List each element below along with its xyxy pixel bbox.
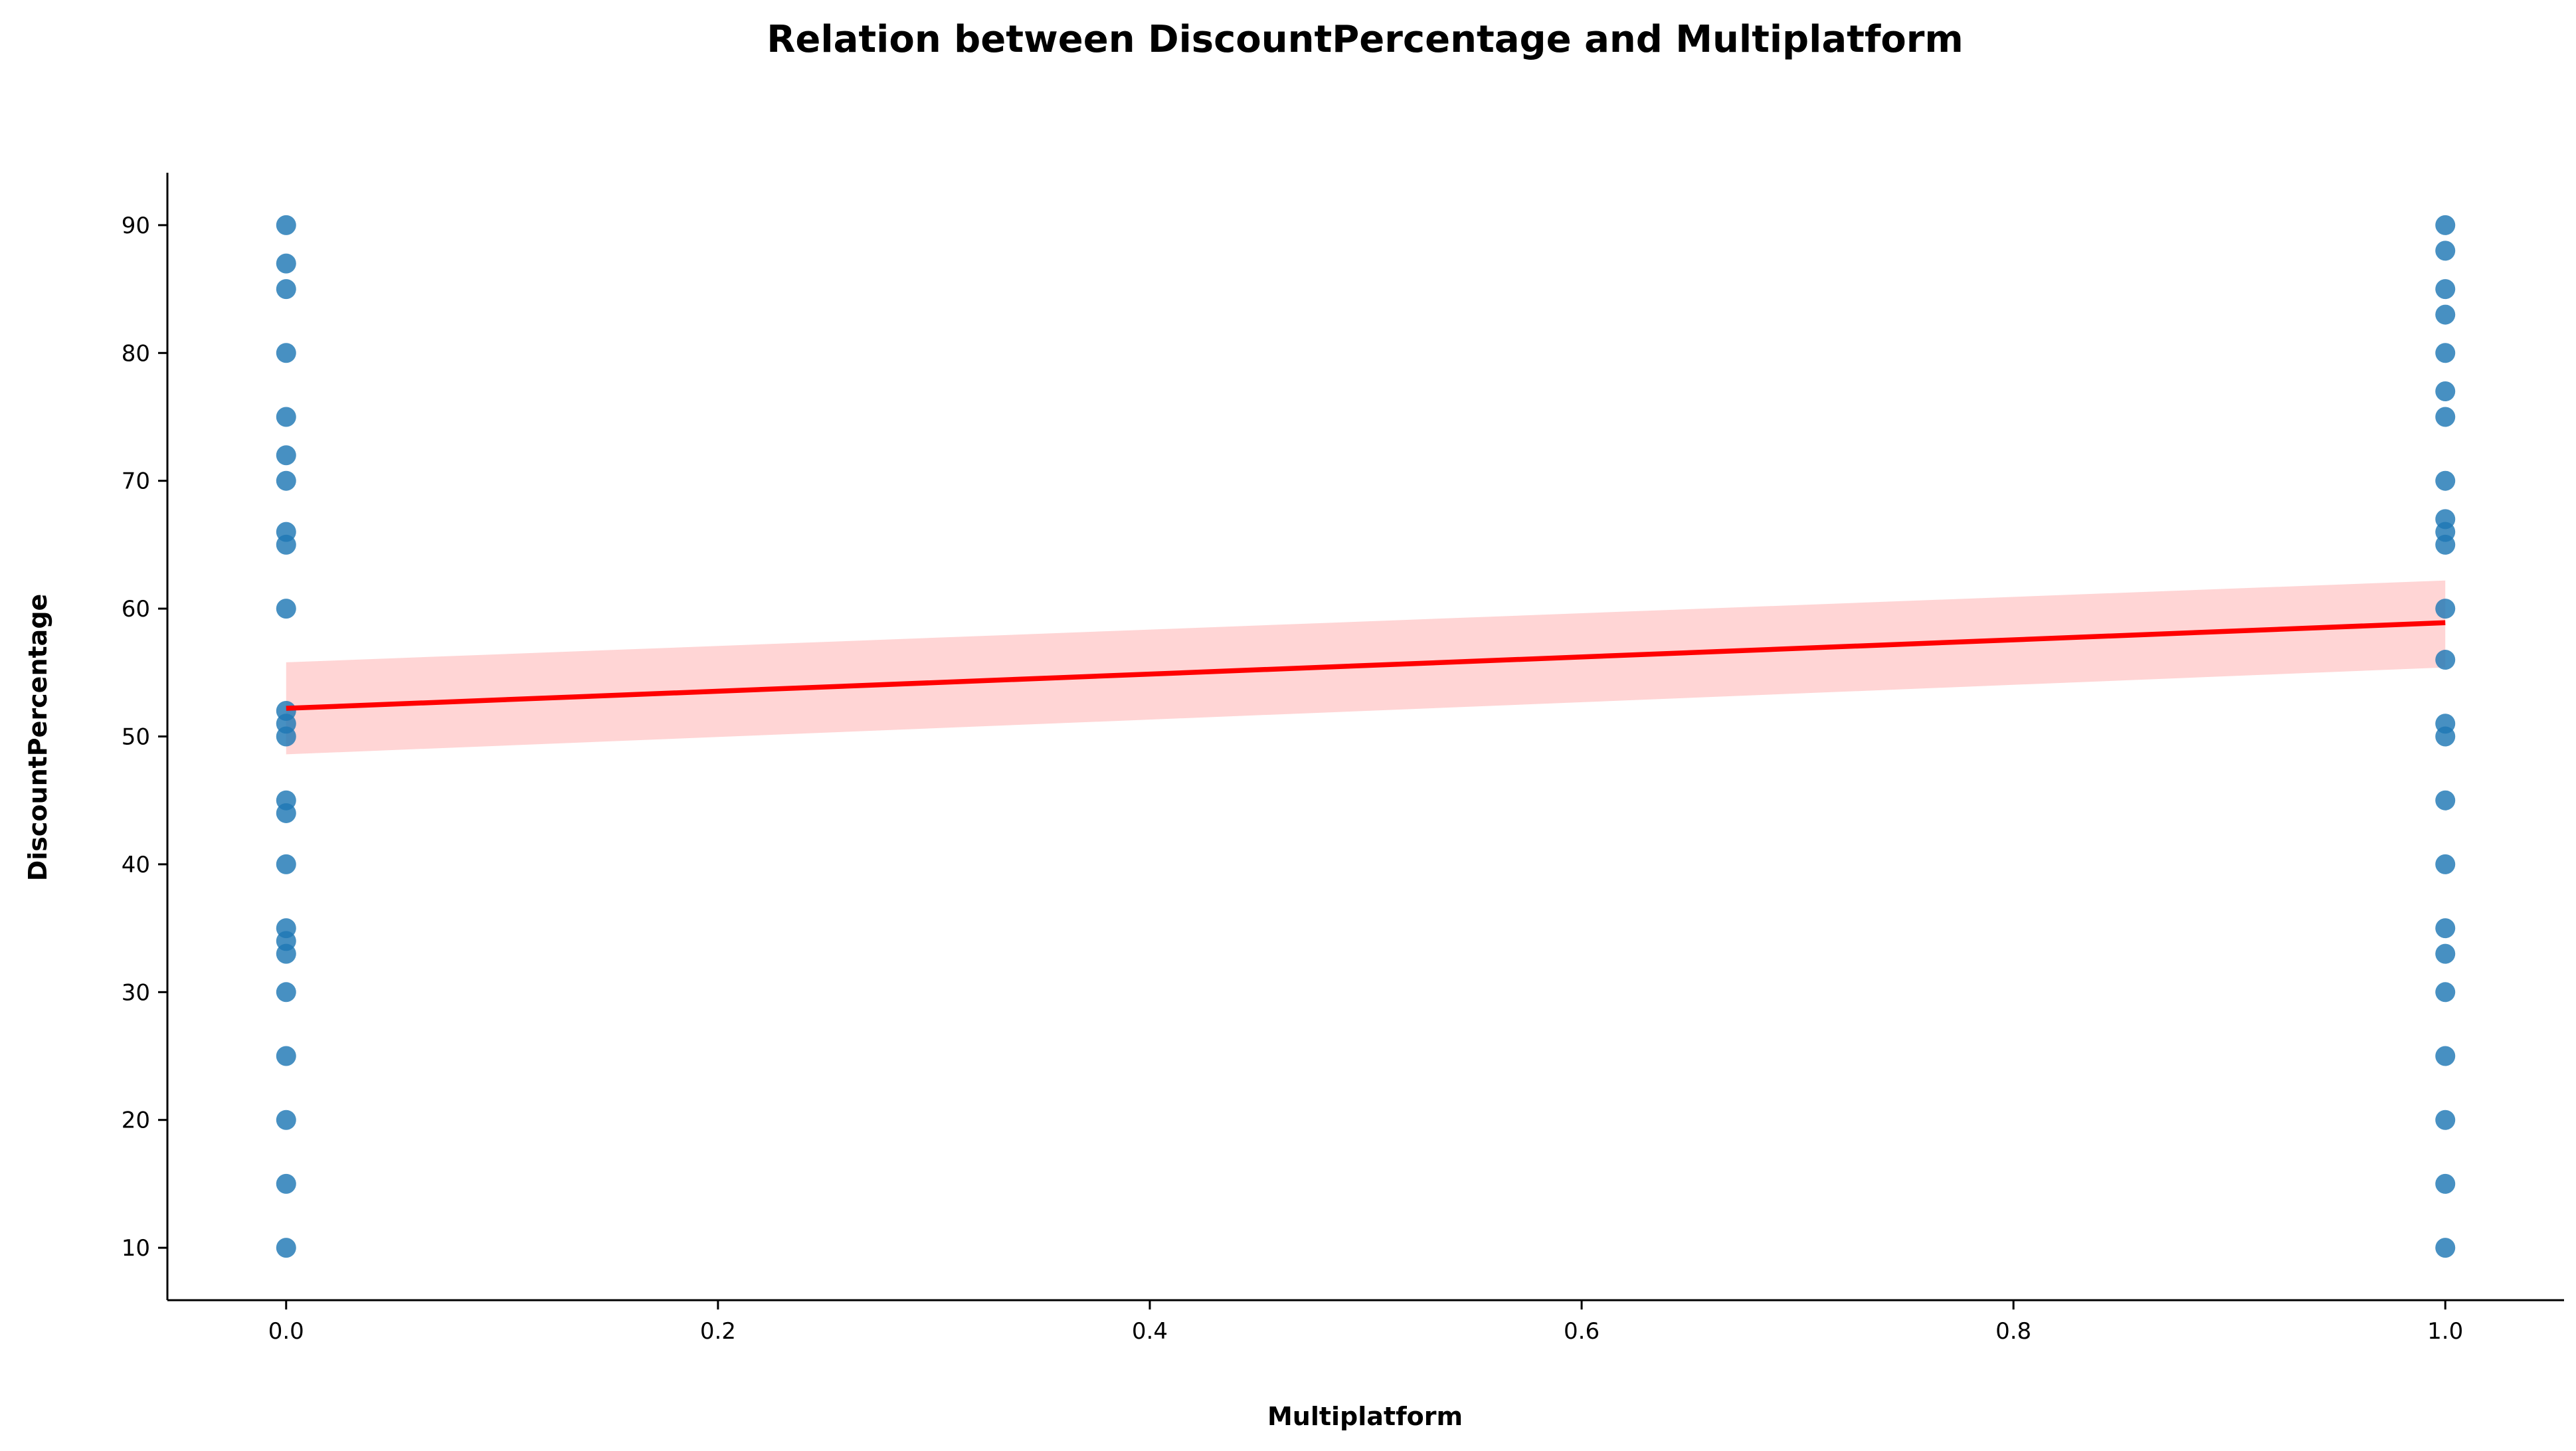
x-tick-label: 0.4 [1132, 1318, 1168, 1345]
data-point [276, 343, 296, 363]
x-tick-label: 0.6 [1564, 1318, 1600, 1345]
x-tick-label: 0.0 [268, 1318, 304, 1345]
data-point [276, 854, 296, 874]
y-tick-label: 80 [122, 340, 150, 367]
y-tick-label: 40 [122, 852, 150, 878]
x-axis-title: Multiplatform [1267, 1402, 1463, 1431]
y-tick-label: 30 [122, 979, 150, 1006]
plot-area: 0.0 0.2 0.4 0.6 0.8 1.0 10 20 30 40 50 60 70 80 90 [122, 173, 2564, 1345]
data-point [276, 1238, 296, 1258]
data-point [276, 726, 296, 747]
data-point [2435, 407, 2456, 427]
data-point [2435, 241, 2456, 261]
data-point [2435, 854, 2456, 874]
data-point [276, 982, 296, 1003]
data-point [276, 599, 296, 619]
data-point [276, 1110, 296, 1130]
data-point [276, 215, 296, 235]
data-point [276, 445, 296, 466]
data-point [2435, 650, 2456, 670]
data-point [2435, 534, 2456, 555]
data-point [276, 1173, 296, 1194]
data-point [2435, 599, 2456, 619]
y-axis-title: DiscountPercentage [23, 594, 52, 882]
x-tick-label: 0.2 [700, 1318, 736, 1345]
data-point [2435, 790, 2456, 811]
data-point [276, 253, 296, 274]
data-point [2435, 470, 2456, 491]
data-point [276, 803, 296, 823]
data-point [2435, 918, 2456, 939]
data-point [2435, 943, 2456, 964]
data-point [2435, 215, 2456, 235]
y-tick-label: 50 [122, 724, 150, 751]
data-point [2435, 726, 2456, 747]
x-tick-label: 1.0 [2427, 1318, 2463, 1345]
data-point [2435, 1046, 2456, 1066]
data-point [2435, 1238, 2456, 1258]
y-tick-label: 70 [122, 468, 150, 495]
data-point [2435, 304, 2456, 325]
data-point [276, 470, 296, 491]
data-point [2435, 381, 2456, 402]
data-point [2435, 1173, 2456, 1194]
y-tick-label: 60 [122, 596, 150, 623]
y-tick-label: 20 [122, 1108, 150, 1134]
data-point [2435, 279, 2456, 300]
data-point [276, 407, 296, 427]
chart-title: Relation between DiscountPercentage and … [767, 18, 1963, 61]
y-tick-label: 10 [122, 1235, 150, 1262]
data-point [276, 279, 296, 300]
data-point [276, 534, 296, 555]
regression-line [286, 620, 2446, 711]
y-tick-label: 90 [122, 213, 150, 239]
data-point [276, 1046, 296, 1066]
x-tick-label: 0.8 [1995, 1318, 2031, 1345]
data-point [2435, 343, 2456, 363]
data-point [2435, 982, 2456, 1003]
data-point [2435, 1110, 2456, 1130]
data-point [276, 943, 296, 964]
